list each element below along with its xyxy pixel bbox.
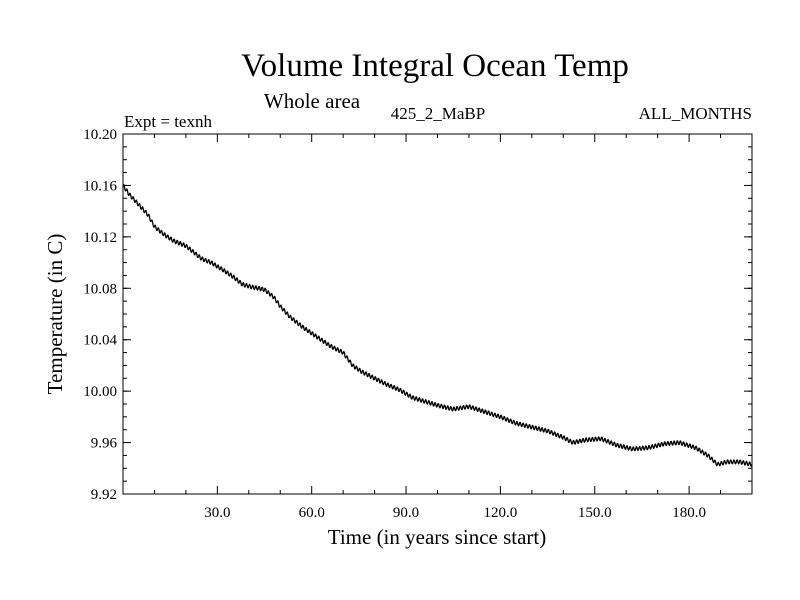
y-tick-label: 10.16 xyxy=(83,178,117,194)
x-tick-label: 60.0 xyxy=(299,505,325,521)
plot-frame xyxy=(122,133,753,495)
y-tick-label: 10.00 xyxy=(83,384,117,400)
y-tick-label: 10.12 xyxy=(83,230,117,246)
chart-title: Volume Integral Ocean Temp xyxy=(241,48,629,84)
y-axis-label: Temperature (in C) xyxy=(43,234,67,395)
chart-subtitle: Whole area xyxy=(264,89,361,113)
y-tick-label: 10.08 xyxy=(83,281,117,297)
x-tick-label: 30.0 xyxy=(204,505,230,521)
expt-label: Expt = texnh xyxy=(124,112,212,131)
y-tick-label: 9.96 xyxy=(91,436,118,452)
y-tick-label: 10.20 xyxy=(83,127,117,143)
x-axis-label: Time (in years since start) xyxy=(328,525,547,549)
y-tick-label: 9.92 xyxy=(91,487,117,503)
temperature-series-line xyxy=(122,183,753,467)
x-tick-label: 180.0 xyxy=(672,505,706,521)
months-label: ALL_MONTHS xyxy=(639,104,752,123)
x-tick-label: 90.0 xyxy=(393,505,419,521)
x-axis-ticks: 30.0 60.0 90.0 120.0 150.0 180.0 xyxy=(153,134,722,521)
run-label: 425_2_MaBP xyxy=(391,104,485,123)
x-tick-label: 120.0 xyxy=(484,505,518,521)
y-axis-ticks: 9.92 9.96 10.00 10.04 10.08 10.12 10.16 10.20 xyxy=(83,127,752,503)
x-tick-label: 150.0 xyxy=(578,505,612,521)
y-tick-label: 10.04 xyxy=(83,333,117,349)
